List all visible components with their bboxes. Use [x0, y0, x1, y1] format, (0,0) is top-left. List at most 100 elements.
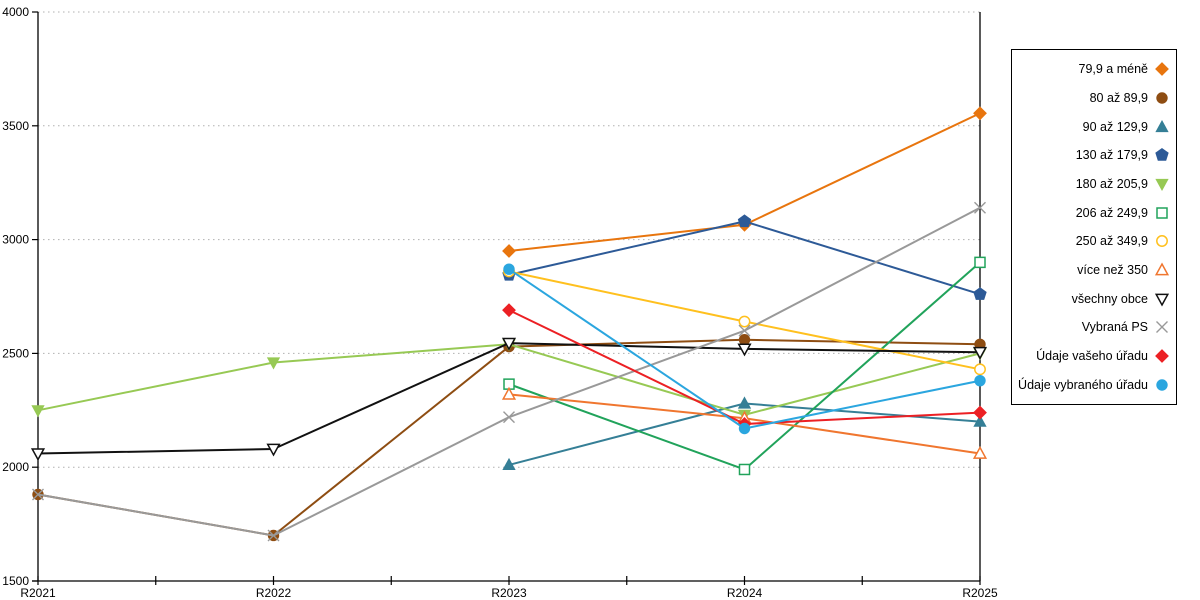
pentagon-marker: [737, 214, 752, 228]
legend-label: 130 až 179,9: [1075, 148, 1148, 163]
triangle-down-legend-icon: [1154, 293, 1170, 307]
triangle-down-marker: [1155, 178, 1169, 192]
triangle-down-marker: [737, 343, 752, 357]
diamond-legend-icon: [1155, 349, 1169, 363]
triangle-up-marker: [973, 414, 987, 427]
circle-legend-icon: [1156, 235, 1168, 248]
legend-label: 80 až 89,9: [1089, 91, 1148, 105]
square-legend-icon: [1156, 206, 1168, 219]
series-10: [32, 201, 986, 542]
circle-legend-icon: [1156, 379, 1168, 391]
x-tick-label: R2022: [256, 586, 292, 600]
pentagon-marker: [973, 287, 987, 300]
legend-item-3: 90 až 129,9: [1012, 112, 1176, 141]
circle-marker: [738, 315, 751, 328]
x-marker: [974, 201, 986, 214]
legend-label: více než 350: [1077, 263, 1148, 278]
diamond-marker: [502, 303, 516, 318]
series-6: [503, 256, 986, 476]
triangle-up-legend-icon: [1154, 262, 1170, 276]
diamond-marker: [502, 244, 516, 258]
circle-marker: [974, 375, 986, 387]
series-1: [502, 106, 987, 258]
diamond-marker: [1155, 349, 1169, 363]
x-marker: [267, 529, 280, 542]
legend-item-9: všechny obce: [1012, 284, 1176, 313]
diamond-marker: [1155, 62, 1169, 77]
legend-label: Vybraná PS: [1081, 320, 1148, 335]
legend-item-5: 180 až 205,9: [1012, 170, 1176, 199]
x-marker: [503, 411, 515, 424]
legend-item-7: 250 až 349,9: [1012, 227, 1176, 256]
triangle-down-marker: [266, 357, 281, 370]
diamond-legend-icon: [1155, 62, 1169, 77]
x-tick-label: R2023: [491, 586, 527, 600]
y-tick-label: 3500: [2, 119, 29, 133]
circle-marker: [738, 422, 751, 435]
triangle-up-legend-icon: [1155, 119, 1169, 132]
legend-item-8: více než 350: [1012, 256, 1176, 285]
legend-label: 180 až 205,9: [1075, 177, 1148, 192]
triangle-up-marker: [501, 386, 517, 400]
legend-label: Údaje vašeho úřadu: [1036, 349, 1148, 364]
circle-legend-icon: [1156, 92, 1168, 104]
legend-label: Údaje vybraného úřadu: [1018, 377, 1148, 392]
circle-marker: [503, 263, 515, 275]
legend-label: všechny obce: [1071, 291, 1148, 306]
series-12: [503, 263, 986, 435]
triangle-up-marker: [1154, 262, 1170, 276]
legend-label: 90 až 129,9: [1082, 119, 1148, 134]
legend: 79,9 a méně 80 až 89,9 90 až 129,9 130 až 1…: [1011, 49, 1177, 405]
legend-item-2: 80 až 89,9: [1012, 84, 1176, 113]
square-marker: [738, 463, 751, 476]
diamond-marker: [973, 405, 987, 420]
legend-item-12: Údaje vybraného úřadu: [1012, 370, 1176, 399]
series-line: [508, 220, 981, 296]
square-marker: [974, 256, 986, 269]
triangle-down-marker: [30, 448, 46, 462]
diamond-marker: [973, 106, 987, 121]
pentagon-marker: [1155, 148, 1169, 162]
legend-item-11: Údaje vašeho úřadu: [1012, 342, 1176, 371]
triangle-down-marker: [1154, 293, 1170, 307]
legend-item-10: Vybraná PS: [1012, 313, 1176, 342]
x-marker: [32, 488, 44, 501]
circle-marker: [1156, 379, 1168, 391]
y-tick-label: 2000: [2, 460, 29, 474]
y-tick-label: 1500: [2, 574, 29, 588]
legend-label: 79,9 a méně: [1078, 62, 1149, 77]
pentagon-legend-icon: [1155, 148, 1169, 162]
square-marker: [1156, 206, 1168, 219]
y-tick-label: 4000: [2, 5, 29, 19]
x-marker: [1156, 321, 1168, 334]
legend-label: 250 až 349,9: [1075, 234, 1148, 249]
legend-label: 206 až 249,9: [1075, 205, 1148, 220]
x-tick-label: R2021: [20, 586, 56, 600]
x-tick-label: R2024: [727, 586, 763, 600]
triangle-up-marker: [1155, 119, 1169, 132]
x-tick-label: R2025: [962, 586, 998, 600]
circle-marker: [738, 334, 751, 346]
triangle-down-marker: [501, 337, 517, 351]
y-tick-label: 3000: [2, 233, 29, 247]
triangle-down-marker: [266, 443, 281, 457]
triangle-down-legend-icon: [1155, 178, 1169, 192]
series-9: [30, 337, 988, 462]
circle-marker: [974, 363, 986, 376]
series-2: [32, 334, 986, 542]
legend-item-1: 79,9 a méně: [1012, 55, 1176, 84]
x-marker: [738, 324, 751, 337]
triangle-up-marker: [737, 396, 752, 409]
x-legend-icon: [1156, 321, 1168, 334]
y-tick-label: 2500: [2, 346, 29, 360]
legend-item-6: 206 až 249,9: [1012, 198, 1176, 227]
circle-marker: [1156, 92, 1168, 104]
triangle-down-marker: [31, 405, 45, 418]
legend-item-4: 130 až 179,9: [1012, 141, 1176, 170]
series-line: [37, 338, 981, 537]
triangle-up-marker: [502, 457, 516, 471]
triangle-down-marker: [972, 346, 988, 360]
triangle-up-marker: [972, 445, 988, 459]
